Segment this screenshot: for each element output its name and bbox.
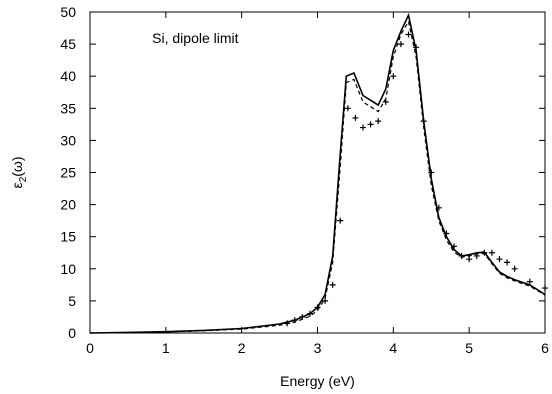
data-point-plus: [511, 265, 518, 272]
y-tick-label: 25: [60, 165, 76, 181]
y-axis-label-symbol: ε: [9, 182, 25, 188]
data-point-plus: [435, 204, 442, 211]
x-tick-label: 1: [162, 340, 170, 356]
y-tick-label: 10: [60, 261, 76, 277]
data-point-plus: [360, 124, 366, 131]
data-point-plus: [375, 118, 382, 125]
data-point-plus: [488, 249, 495, 256]
y-axis-label-subscript: 2: [18, 176, 29, 182]
data-point-plus: [397, 41, 404, 48]
data-point-plus: [344, 105, 351, 112]
y-axis-label-argument: (ω): [9, 156, 25, 176]
y-tick-label: 50: [60, 4, 76, 20]
data-point-plus: [284, 320, 291, 327]
x-axis-label: Energy (eV): [280, 373, 355, 389]
data-point-plus: [291, 317, 298, 324]
data-point-plus: [314, 304, 321, 311]
x-tick-label: 5: [465, 340, 473, 356]
data-point-plus: [526, 278, 533, 285]
data-point-plus: [413, 44, 420, 51]
y-tick-label: 15: [60, 229, 76, 245]
data-point-plus: [451, 243, 457, 250]
solid-series-line: [89, 12, 546, 334]
x-tick-label: 3: [314, 340, 322, 356]
data-point-plus: [405, 31, 412, 38]
y-tick-label: 40: [60, 68, 76, 84]
data-point-plus: [367, 121, 374, 128]
x-tick-label: 6: [541, 340, 549, 356]
data-point-plus: [496, 256, 503, 263]
data-point-plus: [306, 310, 313, 317]
y-tick-label: 0: [68, 325, 76, 341]
annotation: Si, dipole limit: [152, 30, 238, 46]
y-tick-label: 5: [68, 293, 76, 309]
data-point-plus: [322, 297, 329, 304]
data-point-plus: [458, 252, 465, 259]
data-point-plus: [420, 118, 427, 125]
data-point-plus: [473, 252, 480, 259]
data-point-plus: [329, 281, 336, 288]
data-point-plus: [481, 249, 488, 256]
y-tick-label: 45: [60, 36, 76, 52]
data-point-plus: [382, 98, 389, 105]
y-tick-label: 20: [60, 197, 76, 213]
data-point-plus: [504, 259, 511, 266]
data-point-plus: [299, 313, 306, 320]
plot-frame: [89, 11, 546, 334]
data-point-plus: [428, 169, 435, 176]
y-axis-label: ε2(ω): [9, 156, 29, 188]
x-tick-label: 4: [389, 340, 397, 356]
data-point-plus: [352, 114, 359, 121]
y-tick-label: 35: [60, 100, 76, 116]
data-point-plus: [390, 73, 397, 80]
data-point-plus: [443, 230, 450, 237]
series: [89, 12, 548, 334]
dashed-series-line: [89, 19, 546, 334]
data-point-plus: [337, 217, 344, 224]
x-tick-label: 0: [86, 340, 94, 356]
x-tick-label: 2: [238, 340, 246, 356]
y-tick-label: 30: [60, 132, 76, 148]
data-point-plus: [466, 256, 473, 263]
